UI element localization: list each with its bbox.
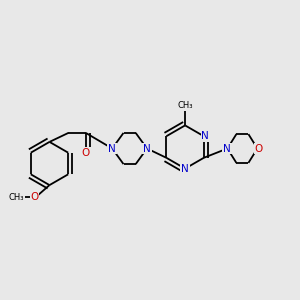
Text: O: O xyxy=(82,148,90,158)
Text: O: O xyxy=(30,192,39,203)
Text: N: N xyxy=(223,143,231,154)
Text: CH₃: CH₃ xyxy=(9,193,24,202)
Text: N: N xyxy=(108,143,116,154)
Text: N: N xyxy=(201,131,209,141)
Text: O: O xyxy=(255,143,263,154)
Text: N: N xyxy=(181,164,189,175)
Text: CH₃: CH₃ xyxy=(177,101,193,110)
Text: N: N xyxy=(143,143,151,154)
